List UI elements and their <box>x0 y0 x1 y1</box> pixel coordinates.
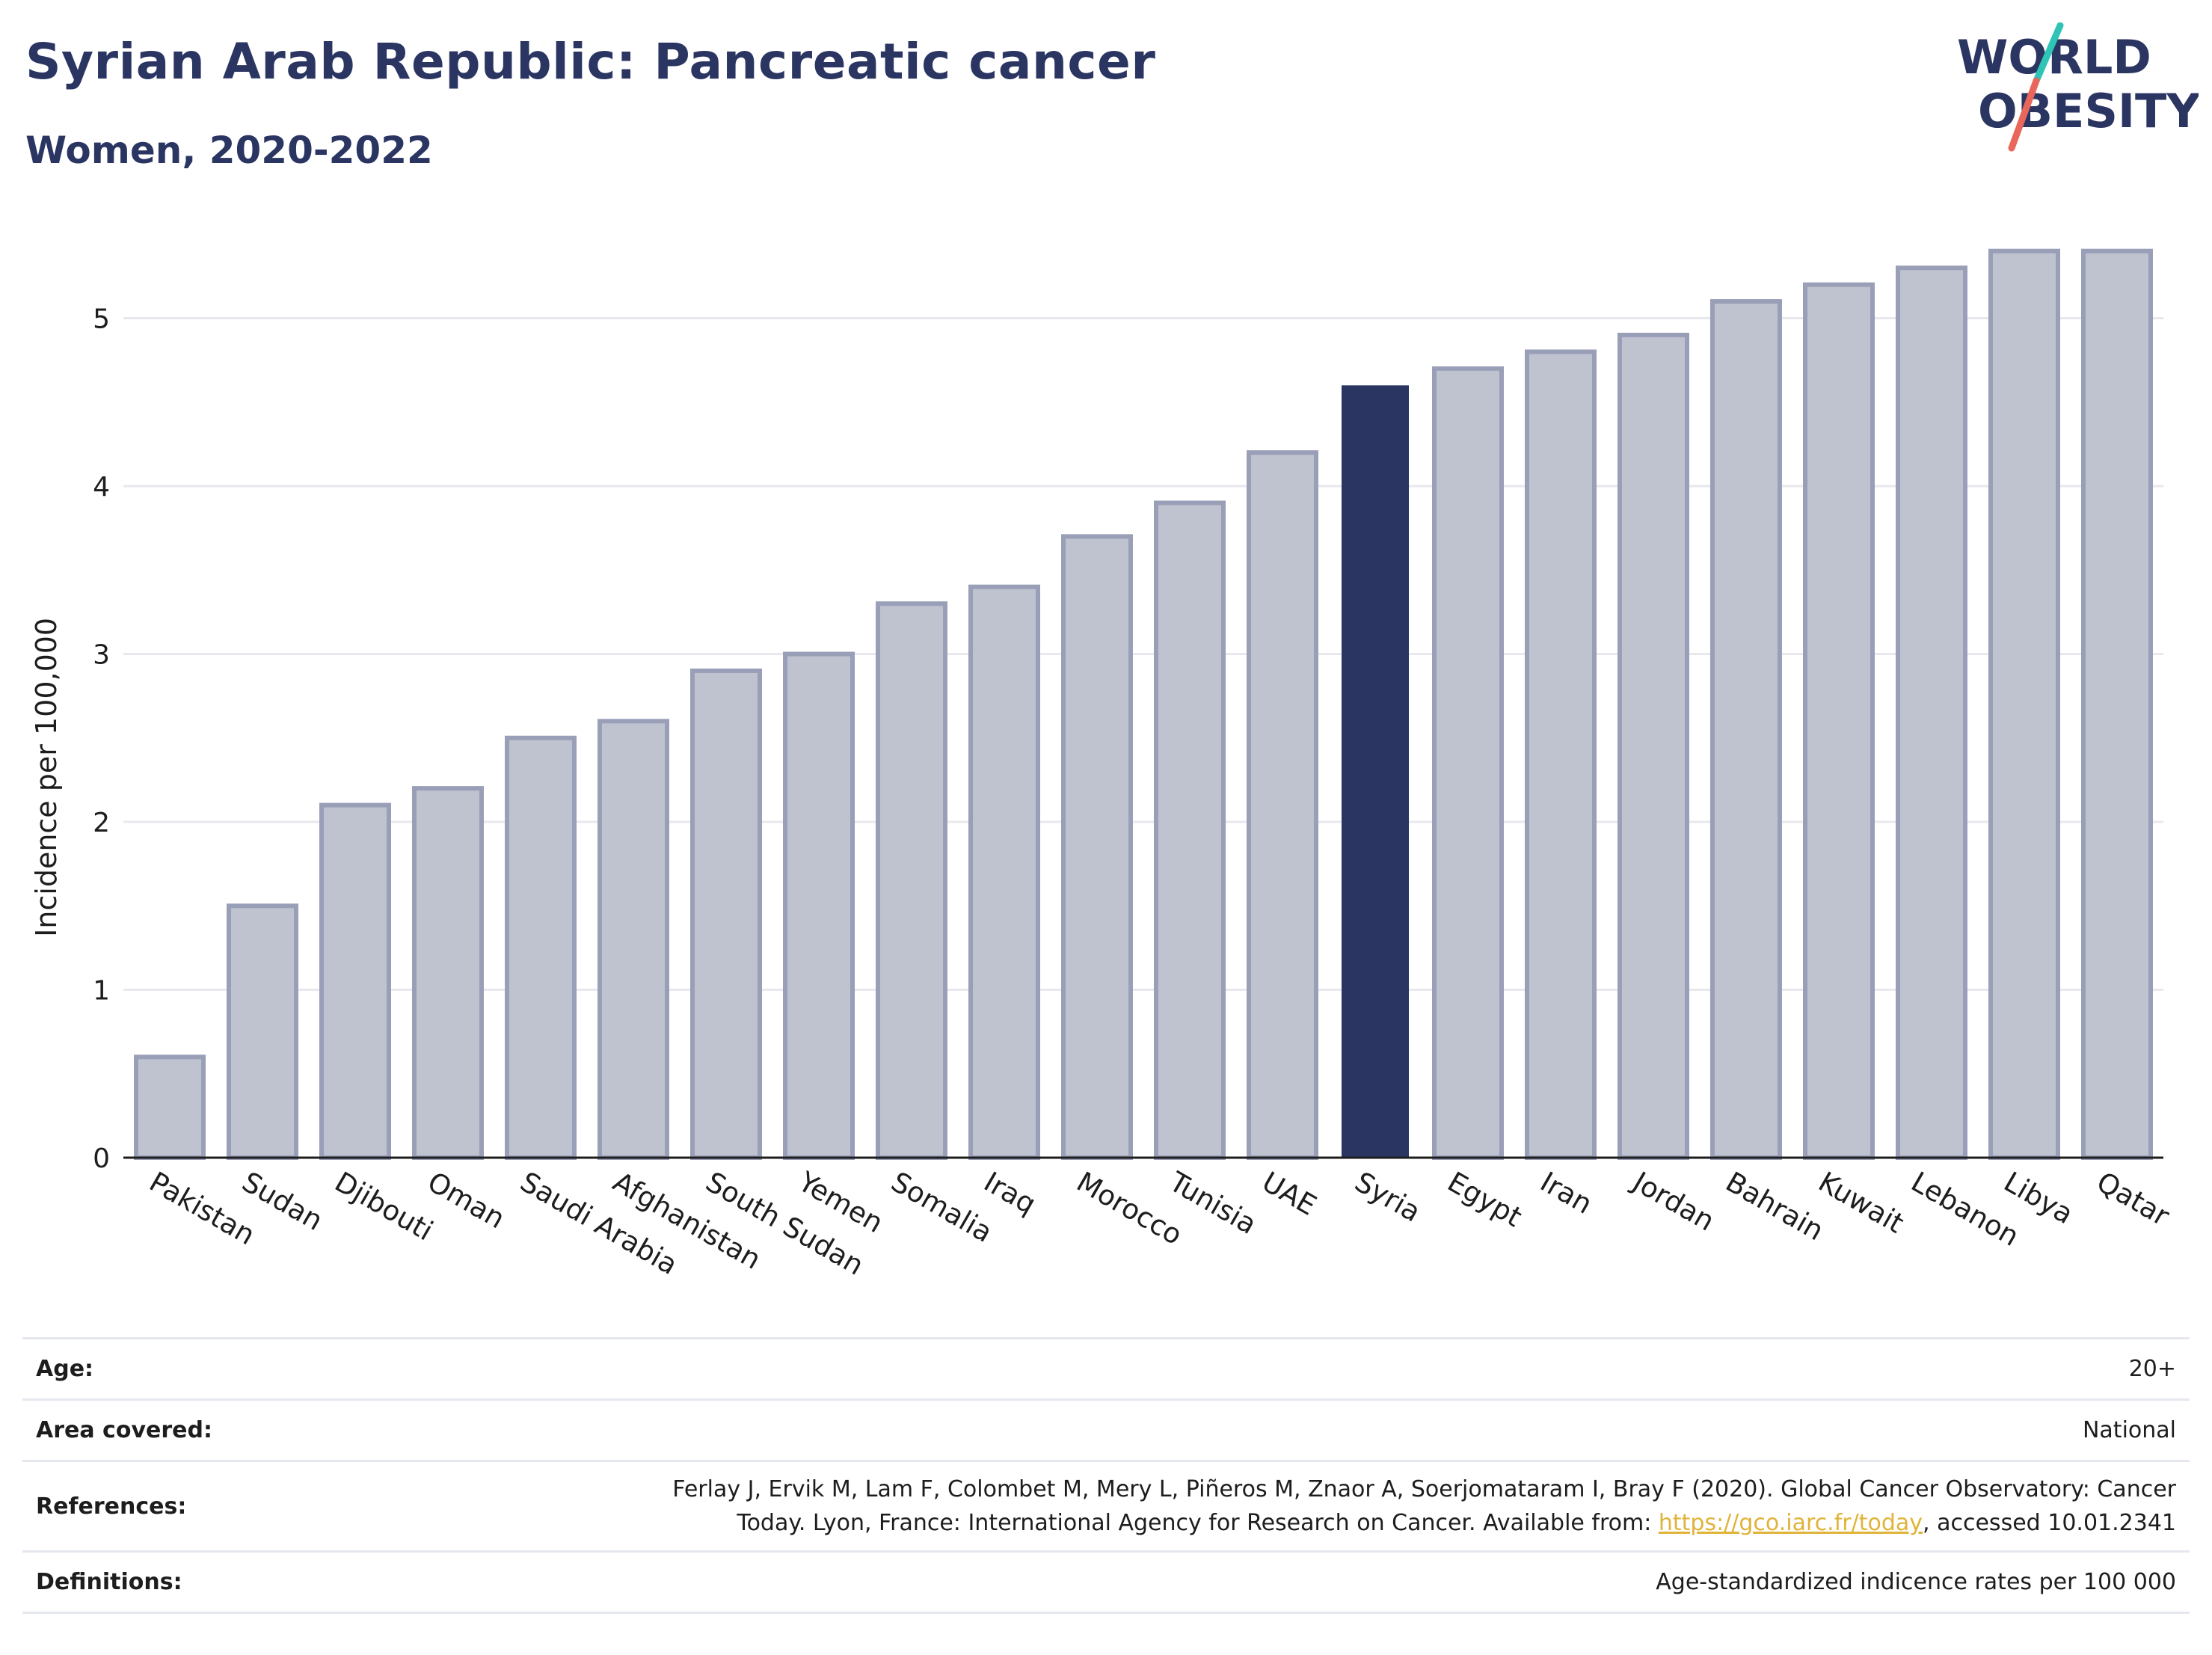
references-label: References: <box>22 1460 274 1553</box>
area-value: National <box>274 1398 2190 1462</box>
x-tick-label: Iraq <box>979 1166 1042 1220</box>
world-obesity-logo: WORLD OBESITY <box>1957 22 2199 152</box>
bar-yemen <box>783 651 855 1160</box>
references-link[interactable]: https://gco.iarc.fr/today <box>1658 1510 1923 1536</box>
x-tick-label: Somalia <box>886 1166 998 1249</box>
y-tick-label: 1 <box>93 976 110 1007</box>
logo-slash-bottom <box>2008 77 2040 152</box>
x-tick-label: Jordan <box>1626 1165 1720 1238</box>
bar-kuwait <box>1803 282 1875 1161</box>
bar-jordan <box>1617 332 1689 1161</box>
x-tick-label: South Sudan <box>701 1166 870 1282</box>
y-tick-label: 5 <box>93 304 110 335</box>
bar-bahrain <box>1710 299 1782 1160</box>
bar-morocco <box>1061 534 1133 1160</box>
meta-row-definitions: Definitions: Age-standardized indicence … <box>22 1550 2190 1614</box>
bar-tunisia <box>1154 500 1226 1160</box>
bar-uae <box>1247 450 1318 1160</box>
bar-lebanon <box>1896 265 1967 1160</box>
bar-iraq <box>968 584 1040 1160</box>
bar-libya <box>1988 248 2060 1161</box>
x-tick-label: Iran <box>1535 1166 1598 1220</box>
bar-afghanistan <box>597 719 669 1160</box>
x-tick-label: Egypt <box>1443 1166 1528 1234</box>
x-tick-label: Morocco <box>1072 1166 1188 1252</box>
logo-line2: OBESITY <box>1978 84 2199 138</box>
x-tick-label: Oman <box>423 1166 511 1235</box>
x-tick-label: UAE <box>1257 1166 1322 1222</box>
y-tick-label: 3 <box>93 640 110 671</box>
x-tick-label: Qatar <box>2092 1166 2175 1233</box>
bar-egypt <box>1432 366 1504 1161</box>
y-tick-labels: 0 1 2 3 4 5 <box>93 304 110 1175</box>
references-line1: Ferlay J, Ervik M, Lam F, Colombet M, Me… <box>672 1476 2176 1502</box>
meta-row-area: Area covered: National <box>22 1398 2190 1462</box>
x-tick-label: Bahrain <box>1721 1166 1829 1247</box>
definitions-label: Definitions: <box>22 1550 274 1614</box>
x-tick-label: Saudi Arabia <box>515 1166 683 1282</box>
bar-pakistan <box>134 1054 206 1161</box>
age-value: 20+ <box>274 1337 2190 1401</box>
meta-row-references: References: Ferlay J, Ervik M, Lam F, Co… <box>22 1460 2190 1553</box>
y-tick-label: 2 <box>93 808 110 838</box>
bar-djibouti <box>319 802 391 1161</box>
bar-qatar <box>2081 248 2153 1161</box>
x-tick-label: Djibouti <box>330 1166 439 1247</box>
definitions-value: Age-standardized indicence rates per 100… <box>274 1550 2190 1614</box>
y-axis-label: Incidence per 100,000 <box>30 618 63 937</box>
y-tick-label: 0 <box>93 1143 110 1174</box>
page-title: Syrian Arab Republic: Pancreatic cancer <box>25 33 1156 90</box>
area-label: Area covered: <box>22 1398 274 1462</box>
references-line2-post: , accessed 10.01.2341 <box>1923 1510 2176 1536</box>
metadata-table: Age: 20+ Area covered: National Referenc… <box>22 1337 2190 1614</box>
age-label: Age: <box>22 1337 274 1401</box>
page-subtitle: Women, 2020-2022 <box>25 129 433 172</box>
bar-syria <box>1342 385 1409 1158</box>
x-tick-label: Kuwait <box>1813 1166 1910 1240</box>
references-line2-pre: Today. Lyon, France: International Agenc… <box>737 1510 1659 1536</box>
x-tick-label: Syria <box>1350 1166 1427 1229</box>
bar-somalia <box>876 601 947 1160</box>
bar-iran <box>1525 349 1597 1160</box>
bar-oman <box>412 786 484 1160</box>
bar-south-sudan <box>690 668 762 1160</box>
meta-row-age: Age: 20+ <box>22 1337 2190 1401</box>
bar-saudi-arabia <box>505 735 577 1160</box>
bar-sudan <box>227 903 298 1160</box>
x-tick-label: Pakistan <box>144 1166 261 1252</box>
y-tick-label: 4 <box>93 472 110 503</box>
bars <box>134 248 2153 1161</box>
logo-slash-top <box>2033 22 2064 85</box>
references-value: Ferlay J, Ervik M, Lam F, Colombet M, Me… <box>274 1460 2190 1553</box>
